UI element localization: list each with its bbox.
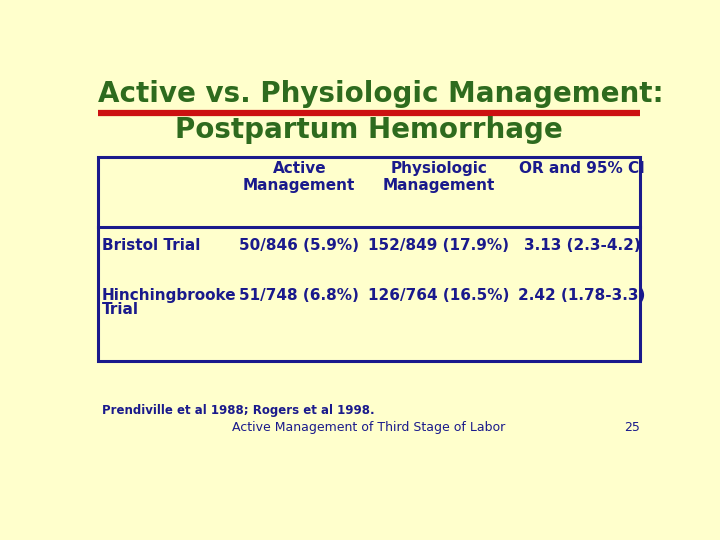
Text: Postpartum Hemorrhage: Postpartum Hemorrhage [175,117,563,144]
Text: 3.13 (2.3-4.2): 3.13 (2.3-4.2) [523,238,641,253]
Text: OR and 95% CI: OR and 95% CI [519,161,645,176]
Text: Prendiville et al 1988; Rogers et al 1998.: Prendiville et al 1988; Rogers et al 199… [102,403,374,416]
Text: Active vs. Physiologic Management:: Active vs. Physiologic Management: [98,80,663,108]
Text: 152/849 (17.9%): 152/849 (17.9%) [368,238,509,253]
Text: Trial: Trial [102,302,139,317]
Text: 2.42 (1.78-3.3): 2.42 (1.78-3.3) [518,288,646,303]
FancyBboxPatch shape [98,157,640,361]
Text: 25: 25 [624,421,640,434]
Text: 51/748 (6.8%): 51/748 (6.8%) [239,288,359,303]
Text: Bristol Trial: Bristol Trial [102,238,200,253]
Text: Hinchingbrooke: Hinchingbrooke [102,288,236,303]
Text: 50/846 (5.9%): 50/846 (5.9%) [239,238,359,253]
Text: Active
Management: Active Management [243,161,356,193]
Text: Active Management of Third Stage of Labor: Active Management of Third Stage of Labo… [233,421,505,434]
Text: 126/764 (16.5%): 126/764 (16.5%) [368,288,510,303]
Text: Physiologic
Management: Physiologic Management [382,161,495,193]
